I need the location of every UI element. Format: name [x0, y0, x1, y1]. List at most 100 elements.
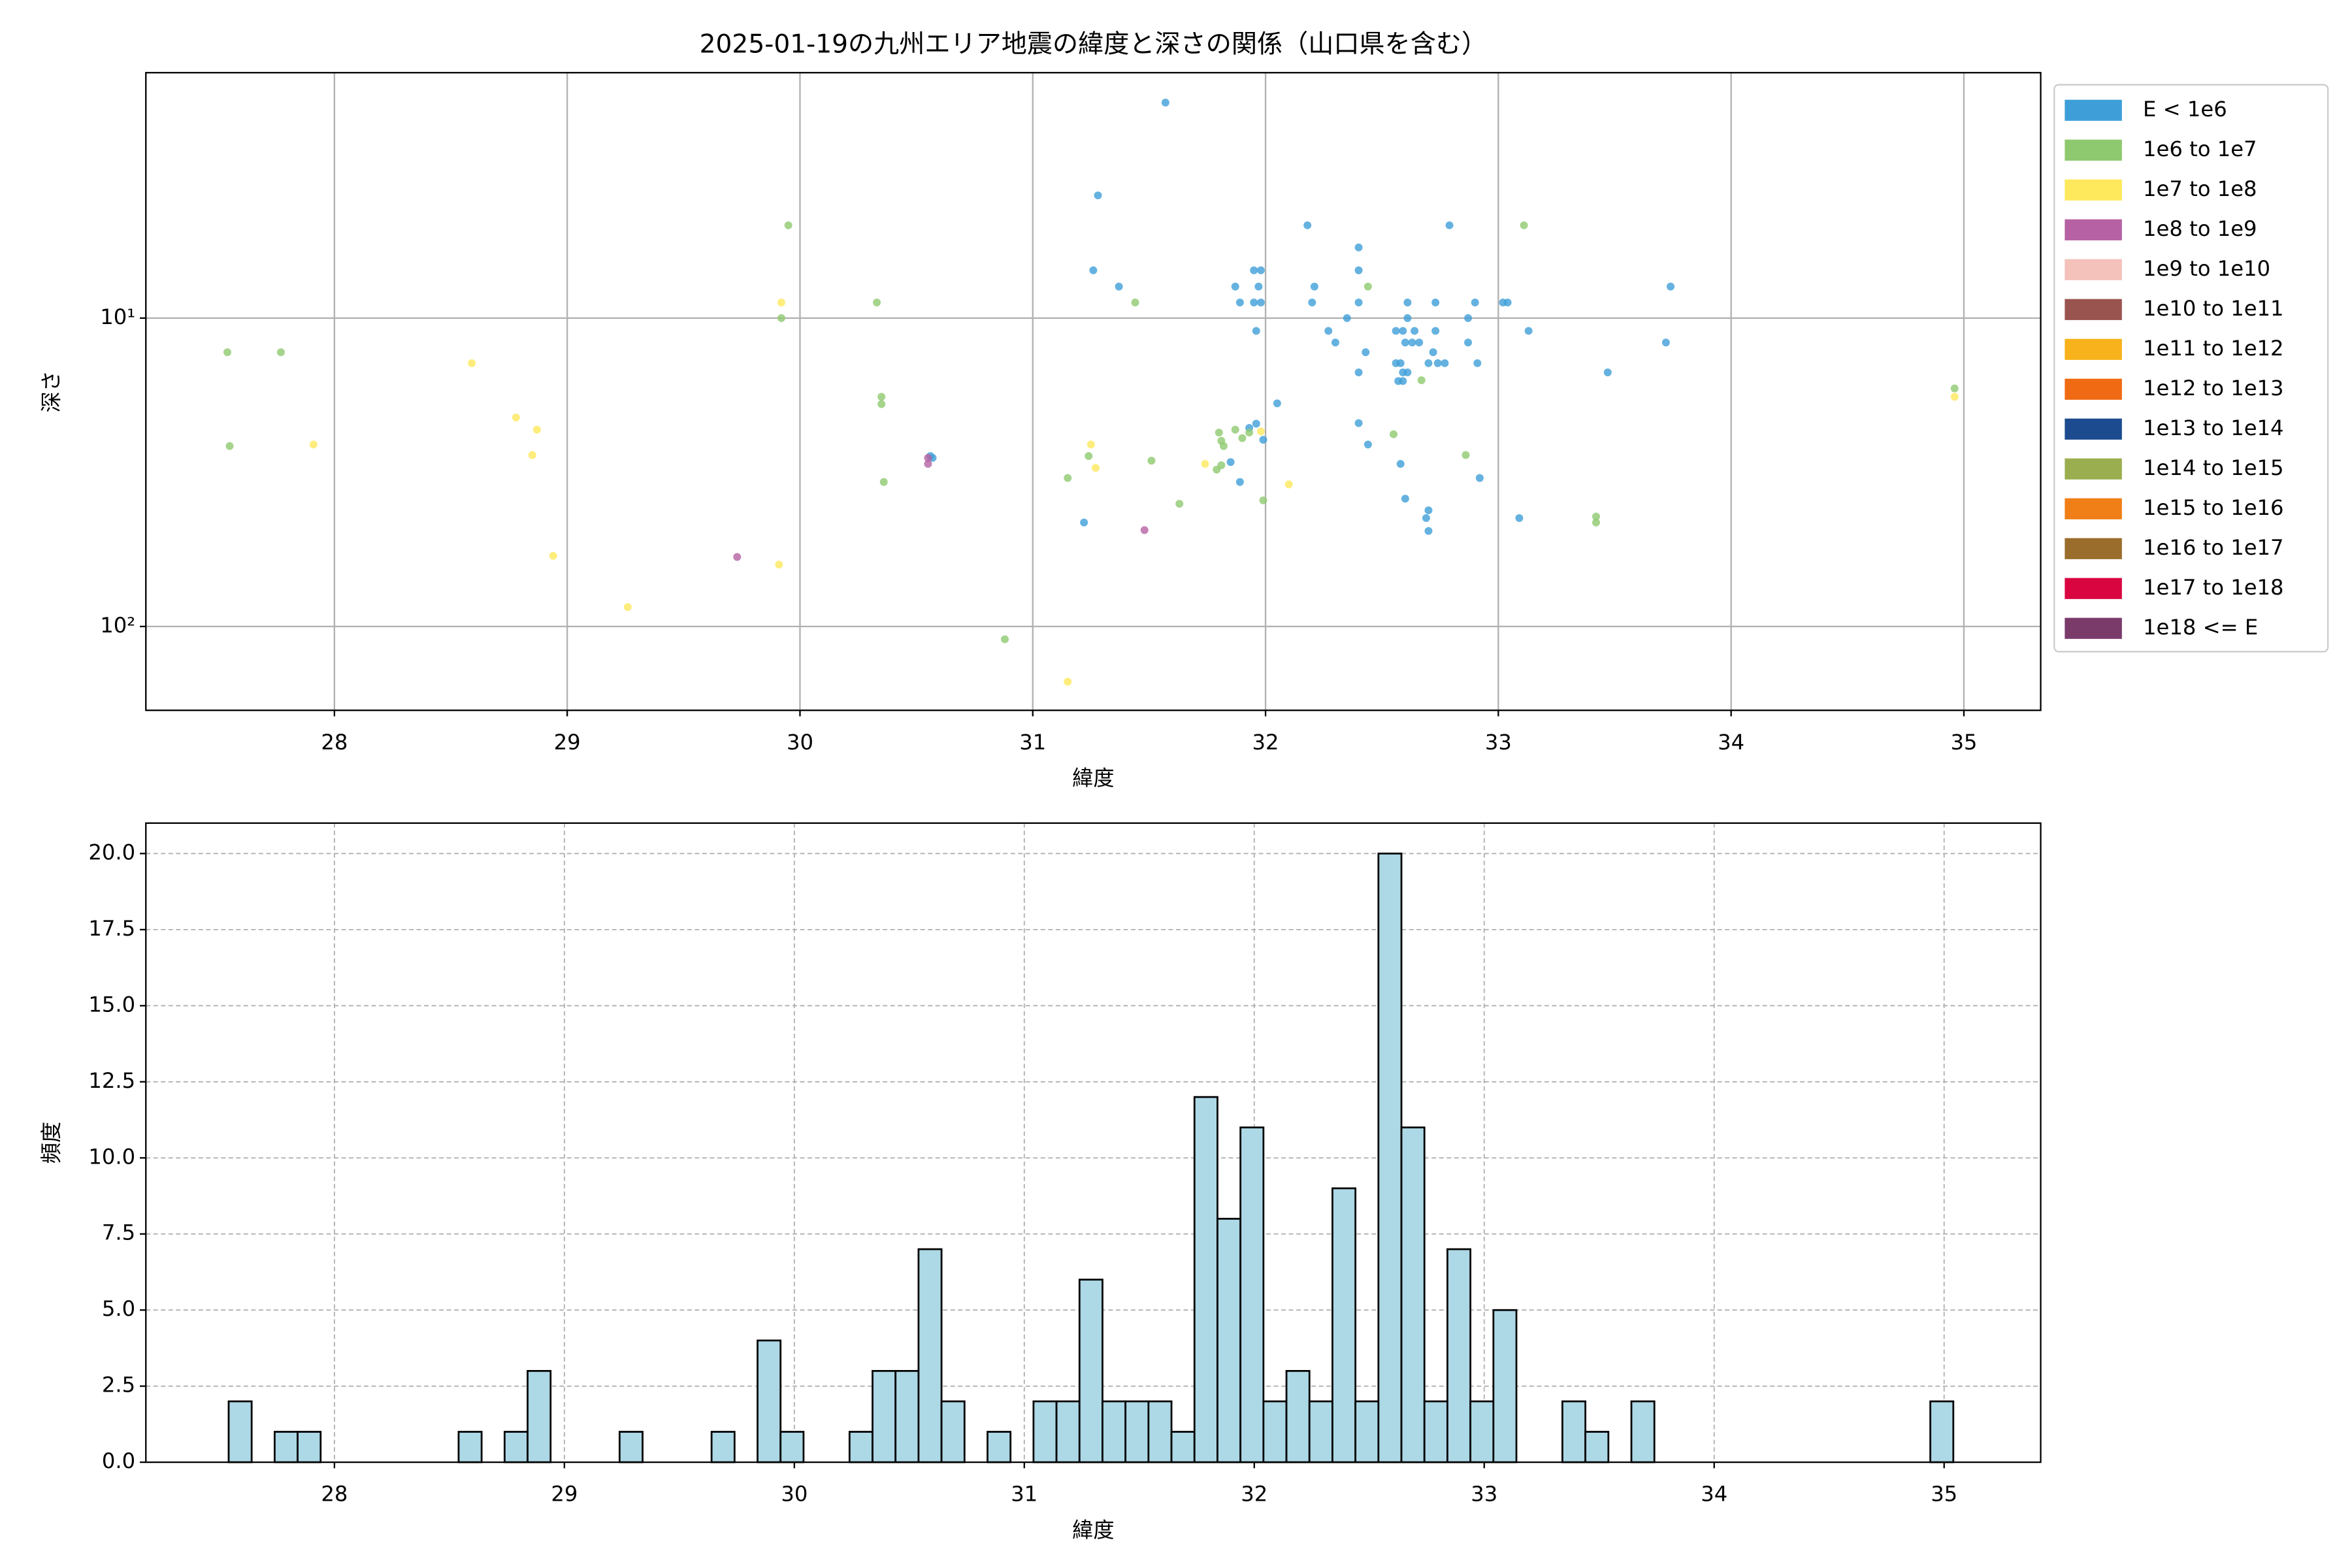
histogram-bar — [1377, 853, 1403, 1463]
scatter-point — [468, 359, 476, 367]
histogram-bar — [618, 1431, 644, 1463]
scatter-point — [1661, 338, 1670, 347]
scatter-point — [873, 299, 881, 307]
histogram-bar — [1630, 1400, 1656, 1463]
scatter-point — [309, 440, 318, 449]
y-axis-label: 頻度 — [39, 1122, 64, 1164]
scatter-point — [733, 553, 742, 561]
legend-label: 1e15 to 1e16 — [2143, 495, 2283, 520]
scatter-point — [1175, 500, 1184, 508]
scatter-point — [1252, 327, 1260, 335]
histogram-bar — [1124, 1400, 1150, 1463]
scatter-point — [1354, 243, 1363, 252]
legend-swatch — [2065, 617, 2122, 639]
x-tick-label: 29 — [551, 1482, 578, 1507]
histogram-bar — [297, 1431, 322, 1463]
histogram-bar — [848, 1431, 874, 1463]
scatter-point — [1161, 99, 1169, 106]
y-tick-label: 2.5 — [102, 1373, 135, 1397]
scatter-point — [1085, 451, 1093, 460]
scatter-point — [1250, 299, 1258, 307]
histogram-bar — [1929, 1400, 1955, 1463]
scatter-point — [1603, 368, 1612, 377]
legend-swatch — [2065, 498, 2122, 519]
scatter-point — [1390, 430, 1398, 438]
scatter-point — [1231, 282, 1239, 291]
scatter-point — [276, 348, 285, 357]
scatter-point — [1401, 495, 1409, 503]
scatter-point — [1354, 266, 1363, 274]
scatter-point — [1950, 384, 1959, 393]
scatter-point — [1403, 314, 1412, 322]
scatter-point — [877, 393, 886, 401]
x-tick-label: 34 — [1718, 730, 1744, 755]
legend-label: 1e13 to 1e14 — [2143, 416, 2283, 440]
histogram-bar — [779, 1431, 805, 1463]
scatter-point — [1524, 327, 1533, 335]
scatter-point — [1431, 299, 1440, 307]
scatter-point — [1303, 221, 1312, 229]
scatter-point — [1392, 327, 1400, 335]
y-tick-label: 12.5 — [88, 1068, 135, 1093]
legend-label: 1e6 to 1e7 — [2143, 137, 2257, 161]
x-tick-label: 33 — [1485, 730, 1512, 755]
x-axis-label: 緯度 — [1072, 766, 1114, 791]
y-tick-label: 15.0 — [88, 992, 135, 1017]
histogram-bar — [987, 1431, 1012, 1463]
legend-swatch — [2065, 458, 2122, 480]
legend-label: 1e9 to 1e10 — [2143, 256, 2270, 281]
scatter-point — [1520, 221, 1528, 229]
x-tick-label: 28 — [321, 730, 348, 755]
scatter-point — [775, 561, 783, 569]
scatter-point — [1250, 266, 1258, 274]
legend-label: E < 1e6 — [2143, 97, 2227, 122]
scatter-point — [1417, 376, 1426, 384]
legend-label: 1e16 to 1e17 — [2143, 535, 2283, 560]
scatter-point — [1396, 460, 1405, 468]
histogram-bar — [1446, 1248, 1472, 1463]
scatter-point — [1667, 282, 1675, 291]
histogram-bar — [757, 1339, 782, 1463]
legend-swatch — [2065, 338, 2122, 360]
scatter-point — [1252, 419, 1260, 428]
x-tick-label: 30 — [781, 1482, 808, 1507]
scatter-point — [1235, 299, 1244, 307]
scatter-point — [1424, 359, 1433, 367]
legend-swatch — [2065, 418, 2122, 440]
scatter-point — [1254, 282, 1263, 291]
scatter-point — [1473, 359, 1482, 367]
scatter-point — [1399, 377, 1407, 385]
scatter-point — [1147, 457, 1156, 465]
scatter-point — [1424, 527, 1433, 535]
histogram-bar — [1217, 1218, 1242, 1463]
scatter-point — [1515, 514, 1524, 522]
histogram-bar — [1423, 1400, 1448, 1463]
histogram-bar — [527, 1369, 552, 1463]
scatter-point — [1256, 427, 1265, 436]
legend-label: 1e18 <= E — [2143, 615, 2258, 640]
scatter-point — [1115, 282, 1123, 291]
scatter-point — [1245, 429, 1254, 437]
y-tick-label: 7.5 — [102, 1220, 135, 1245]
legend-label: 1e17 to 1e18 — [2143, 575, 2283, 600]
scatter-point — [1259, 436, 1267, 444]
scatter-point — [1201, 460, 1209, 468]
y-axis-label: 深さ — [39, 370, 64, 412]
scatter-point — [1950, 393, 1959, 401]
histogram-bar — [1469, 1400, 1495, 1463]
histogram-bar — [1239, 1126, 1265, 1463]
x-tick-label: 31 — [1019, 730, 1046, 755]
histogram-bar — [1078, 1279, 1103, 1463]
scatter-point — [924, 453, 932, 462]
scatter-point — [223, 348, 231, 357]
scatter-point — [1001, 635, 1009, 644]
histogram-bar — [1285, 1369, 1311, 1463]
legend-label: 1e12 to 1e13 — [2143, 376, 2283, 400]
histogram-bar — [1055, 1400, 1081, 1463]
scatter-point — [1219, 442, 1228, 450]
scatter-point — [623, 603, 632, 612]
x-tick-label: 28 — [321, 1482, 348, 1507]
scatter-point — [1433, 359, 1442, 367]
scatter-point — [1331, 338, 1339, 347]
